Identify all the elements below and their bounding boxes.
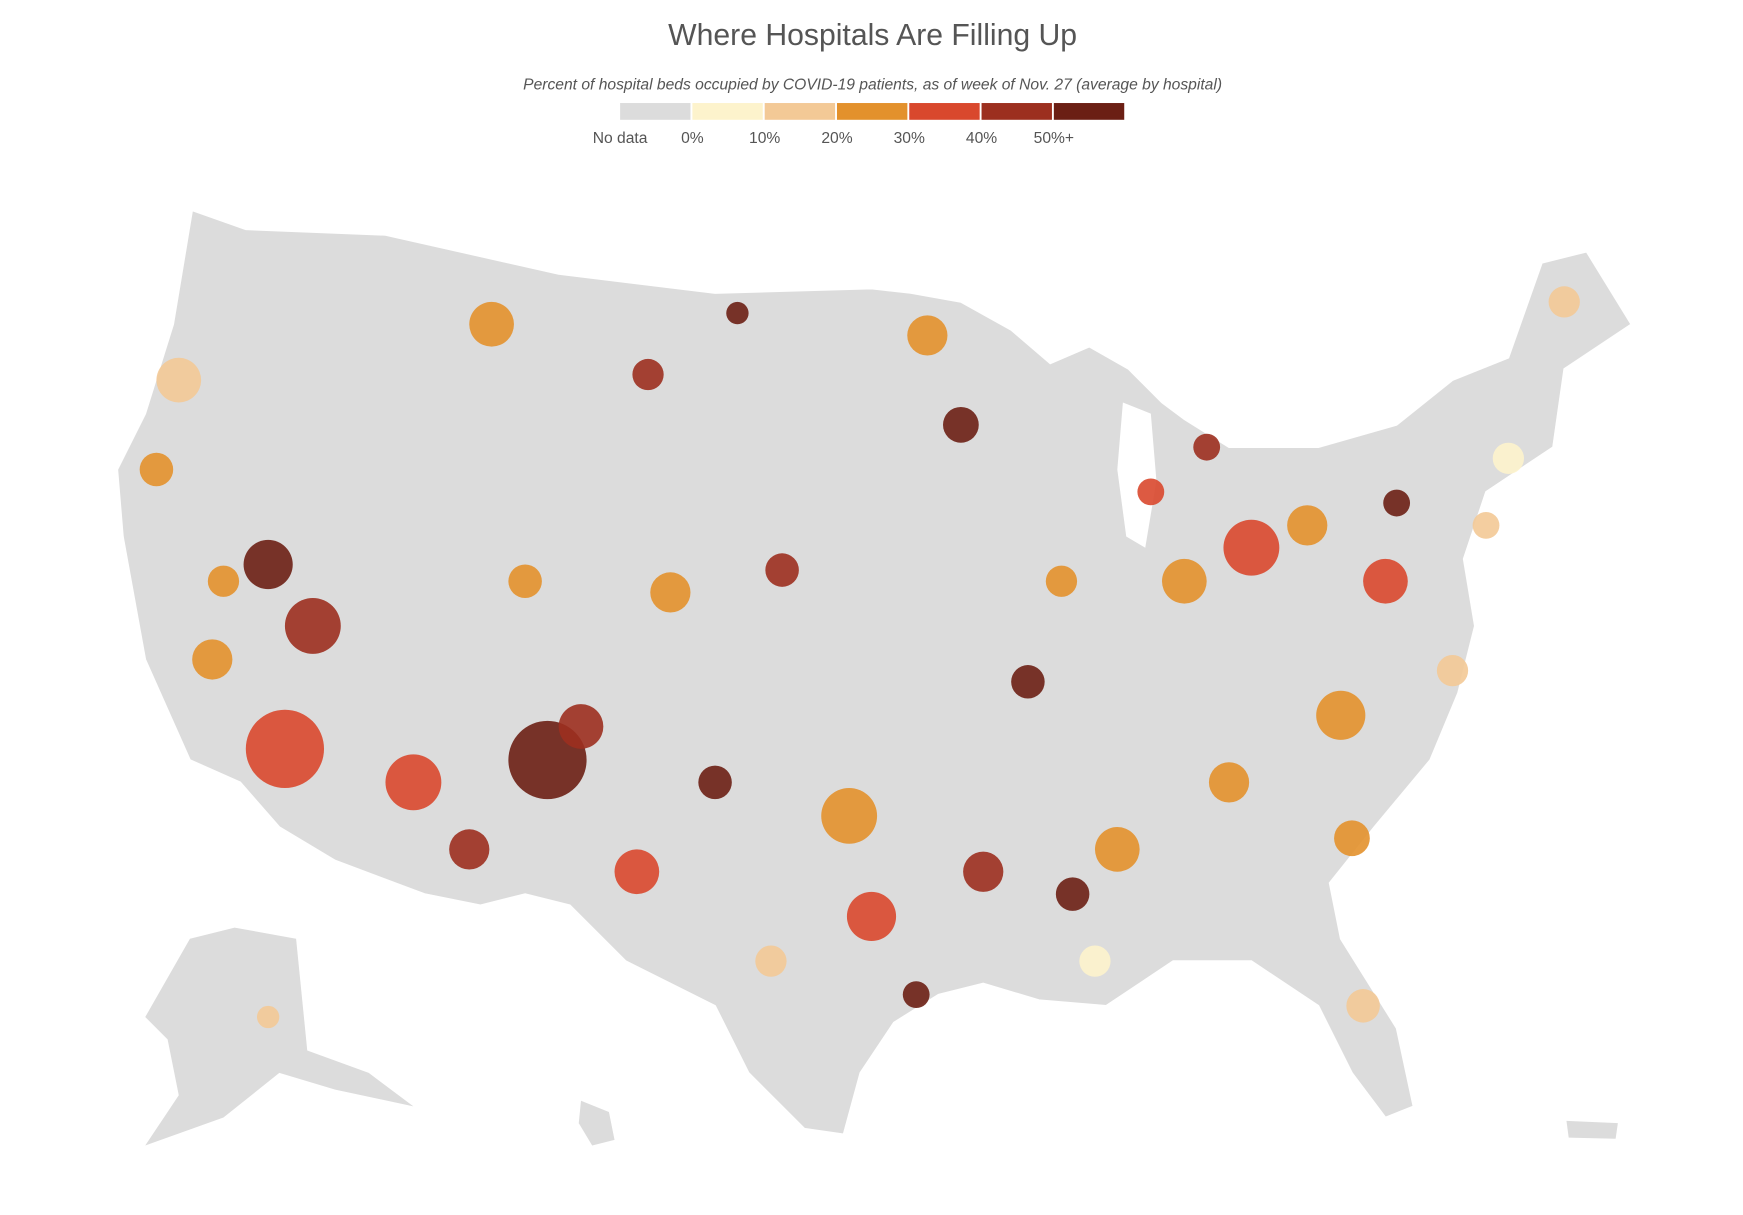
county-patch [1137, 478, 1165, 506]
legend-swatch [836, 103, 908, 120]
county-patch [1079, 945, 1111, 977]
legend-swatch [620, 103, 691, 120]
county-patch [1383, 489, 1411, 517]
county-patch [1223, 519, 1280, 576]
legend-swatch [909, 103, 980, 120]
county-patch [726, 301, 749, 325]
hawaii [578, 1100, 615, 1146]
county-patch [963, 851, 1004, 892]
legend-swatch [692, 103, 763, 120]
county-patch [846, 891, 897, 942]
county-patch [1011, 665, 1045, 699]
legend-swatch [981, 103, 1052, 120]
county-patch [192, 639, 233, 680]
title: Where Hospitals Are Filling Up [668, 19, 1077, 52]
county-patch [1363, 558, 1408, 604]
county-patch [1316, 690, 1366, 740]
legend-label: 30% [894, 130, 925, 147]
county-patch [1472, 511, 1500, 539]
legend-label: 50%+ [1034, 130, 1074, 147]
legend-label: 20% [821, 130, 852, 147]
county-patch [1208, 762, 1250, 803]
county-patch [207, 565, 240, 597]
county-patch [1045, 565, 1078, 597]
legend-label: 40% [966, 130, 997, 147]
county-patch [1346, 989, 1380, 1023]
county-patch [156, 357, 202, 403]
county-patch [698, 765, 732, 800]
county-patch [943, 406, 979, 443]
county-patch [1162, 558, 1207, 604]
county-patch [284, 598, 341, 654]
us-map [116, 209, 1633, 1146]
county-patch [1055, 877, 1090, 911]
county-patch [821, 787, 878, 844]
county-patch [508, 564, 542, 599]
county-patch [1094, 827, 1140, 872]
county-patch [256, 1005, 280, 1029]
subtitle: Percent of hospital beds occupied by COV… [523, 76, 1222, 93]
legend-label: 0% [681, 130, 704, 147]
county-patch [245, 709, 325, 788]
legend-label: 10% [749, 130, 780, 147]
county-patch [243, 539, 293, 590]
county-patch [650, 572, 691, 613]
county-patch [449, 829, 490, 870]
county-patch [765, 553, 799, 587]
county-patch [902, 981, 930, 1009]
county-patch [1287, 505, 1328, 546]
county-patch [139, 452, 174, 487]
lake-michigan [1117, 402, 1157, 548]
alaska [145, 927, 414, 1146]
legend-label: No data [593, 130, 648, 147]
lower-48 [116, 209, 1633, 1136]
county-patches [139, 286, 1580, 1029]
legend: No data 0% 10% 20% 30% 40% 50%+ [593, 103, 1125, 147]
county-patch [1492, 442, 1525, 474]
county-patch [1548, 286, 1580, 318]
puerto-rico [1566, 1120, 1618, 1139]
county-patch [385, 754, 442, 811]
legend-swatch [764, 103, 836, 120]
county-patch [1193, 433, 1221, 461]
county-patch [632, 358, 664, 391]
county-patch [614, 849, 660, 895]
county-patch [469, 301, 514, 347]
county-patch [907, 315, 948, 356]
county-patch [755, 945, 787, 977]
legend-swatch [1053, 103, 1125, 120]
county-patch [558, 704, 604, 749]
county-patch [1334, 820, 1370, 857]
county-patch [1436, 654, 1469, 687]
